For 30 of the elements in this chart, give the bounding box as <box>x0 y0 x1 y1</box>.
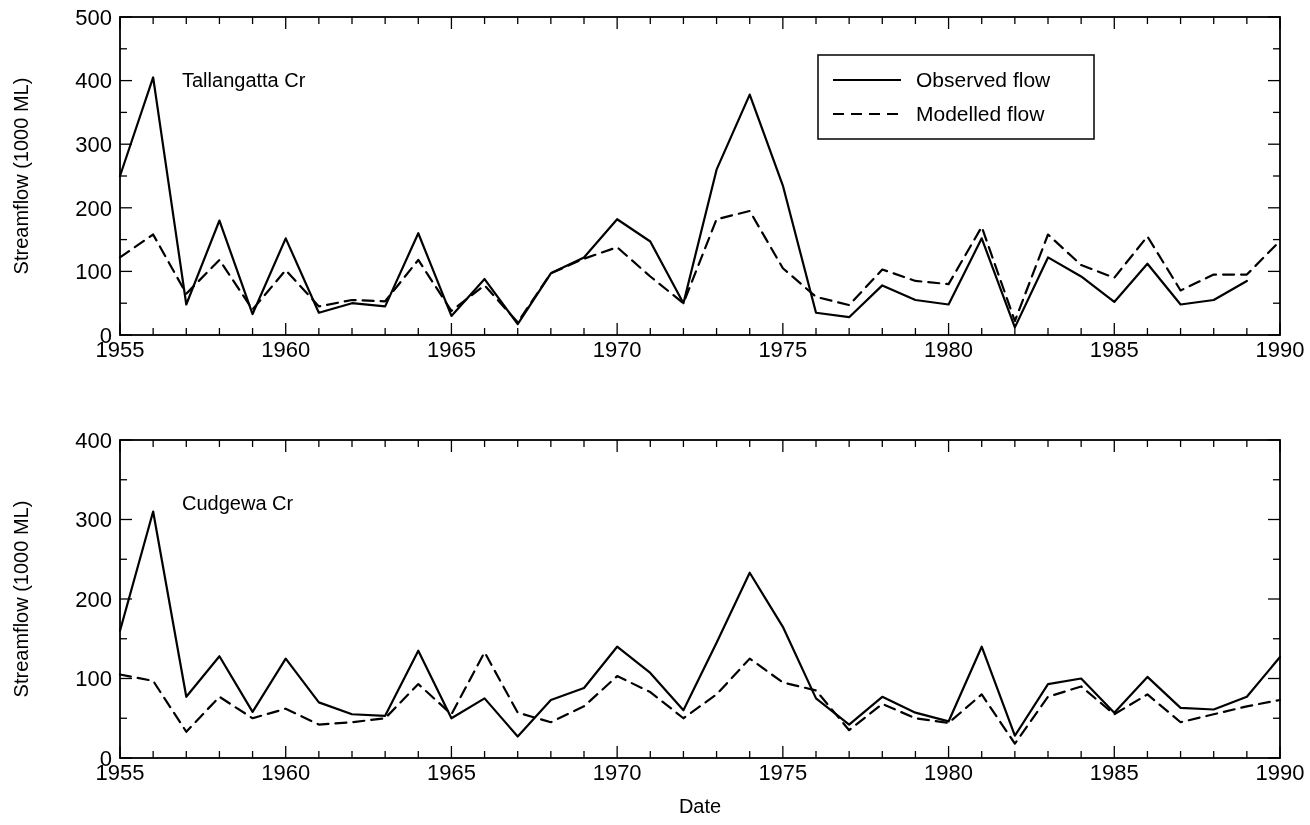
y-tick-label: 100 <box>75 666 112 692</box>
y-tick-label: 500 <box>75 4 112 30</box>
y-tick-label: 200 <box>75 195 112 221</box>
text: Cudgewa Cr <box>182 492 294 514</box>
y-axis-title: Streamflow (1000 ML) <box>10 500 32 698</box>
x-tick-label: 1985 <box>1089 337 1139 362</box>
y-axis-title: Streamflow (1000 ML) <box>10 77 32 275</box>
x-axis-title: Date <box>678 795 722 817</box>
legend-label: Modelled flow <box>916 102 1046 126</box>
x-tick-label: 1990 <box>1255 337 1305 362</box>
x-tick-label: 1980 <box>924 337 974 362</box>
x-tick-label: 1980 <box>924 760 974 785</box>
x-tick-label: 1970 <box>592 760 642 785</box>
x-tick-label: 1985 <box>1089 760 1139 785</box>
x-tick-label: 1965 <box>426 337 476 362</box>
y-tick-label: 400 <box>75 68 112 94</box>
x-tick-label: 1965 <box>426 760 476 785</box>
text: Tallangatta Cr <box>182 69 306 91</box>
x-tick-label: 1960 <box>261 337 311 362</box>
legend-label: Observed flow <box>916 68 1052 92</box>
x-tick-label: 1975 <box>758 760 808 785</box>
y-tick-label: 200 <box>75 586 112 612</box>
y-tick-label: 300 <box>75 131 112 157</box>
x-tick-label: 1960 <box>261 760 311 785</box>
y-tick-label: 400 <box>75 427 112 453</box>
x-tick-label: 1975 <box>758 337 808 362</box>
y-tick-label: 300 <box>75 507 112 533</box>
x-tick-label: 1970 <box>592 337 642 362</box>
y-tick-label: 100 <box>75 259 112 285</box>
x-tick-label: 1990 <box>1255 760 1305 785</box>
